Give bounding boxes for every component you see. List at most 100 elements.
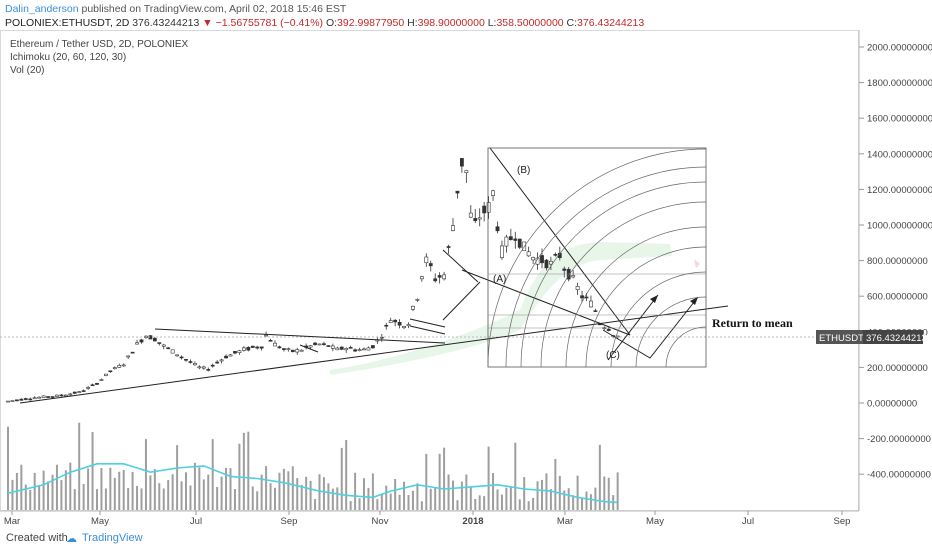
fan-upper-line[interactable] — [489, 147, 631, 336]
volume-bar — [532, 497, 535, 510]
volume-bar — [131, 471, 134, 510]
author-link[interactable]: Dalin_anderson — [5, 3, 79, 15]
volume-bar — [376, 499, 379, 510]
candle-body — [468, 212, 473, 218]
volume-bar — [509, 486, 512, 510]
candle-body — [179, 356, 184, 359]
volume-bar — [233, 489, 236, 510]
candle-body — [330, 345, 335, 349]
projection-arrowhead-2 — [690, 297, 698, 305]
candle-body — [571, 275, 576, 278]
volume-bar — [349, 500, 352, 510]
candle-body — [224, 355, 228, 359]
candle-body — [166, 347, 171, 350]
candle-body — [393, 319, 398, 323]
candle-body — [482, 205, 487, 214]
candle-body — [170, 349, 175, 354]
volume-bar — [198, 467, 201, 510]
candle-body — [544, 259, 549, 269]
chart-header: Dalin_anderson published on TradingView.… — [0, 0, 932, 30]
volume-bar — [309, 480, 312, 510]
candle-body — [264, 334, 269, 337]
high-value: 398.90000000 — [417, 17, 485, 29]
volume-bar — [193, 462, 196, 510]
candle-body — [459, 158, 464, 167]
volume-bar — [545, 473, 548, 510]
time-axis[interactable]: Mar May Jul Sep Nov 2018 Mar May Jul Sep — [4, 511, 851, 527]
candle-body — [442, 274, 447, 280]
projection-path[interactable] — [602, 296, 699, 359]
volume-bar — [185, 472, 187, 510]
triangle-upper-line[interactable] — [154, 328, 446, 344]
pennant-line-1[interactable] — [299, 344, 319, 353]
candle-body — [500, 245, 504, 259]
tradingview-brand[interactable]: TradingView — [82, 532, 143, 544]
fib-box[interactable] — [487, 147, 707, 368]
y-tick-label: 800.00000000 — [867, 256, 928, 267]
candle-body — [433, 278, 438, 282]
flag-top-line[interactable] — [442, 249, 479, 283]
volume-bar — [616, 472, 619, 510]
volume-bar — [7, 426, 9, 510]
candle-body — [366, 347, 371, 351]
projection-arrow-1[interactable] — [607, 294, 659, 361]
candle-body — [553, 254, 558, 256]
price-chart[interactable]: Ethereum / Tether USD, 2D, POLONIEX Ichi… — [0, 30, 932, 528]
candle-body — [130, 351, 135, 354]
candle-body — [589, 300, 593, 308]
candle-body — [424, 256, 429, 264]
tradingview-logo-icon[interactable]: ☁ — [66, 533, 77, 545]
candle-body — [526, 251, 531, 257]
y-tick-label: 600.00000000 — [867, 292, 928, 303]
volume-bar — [474, 498, 477, 510]
volume-bar — [300, 485, 303, 510]
volume-bar — [291, 466, 294, 510]
volume-bar — [385, 485, 388, 510]
candle-body — [95, 383, 99, 385]
volume-bar — [73, 489, 76, 510]
volume-bar — [180, 481, 183, 510]
candle-body — [473, 218, 478, 222]
volume-bar — [403, 481, 406, 510]
volume-bar — [55, 464, 58, 510]
flag-line-1[interactable] — [409, 318, 446, 328]
legend-volume[interactable]: Vol (20) — [10, 65, 44, 76]
candle-body — [357, 349, 362, 351]
volume-bar — [305, 476, 308, 510]
y-tick-label: 200.00000000 — [867, 363, 928, 374]
candle-body — [277, 346, 282, 349]
volume-bar — [127, 487, 130, 510]
volume-bar — [265, 466, 268, 510]
volume-bar — [492, 473, 495, 510]
flag-pole-line[interactable] — [442, 281, 481, 321]
volume-bar — [581, 497, 584, 510]
return-to-mean-label: Return to mean — [712, 316, 793, 330]
wave-b-label: (B) — [517, 165, 530, 176]
volume-bar — [331, 488, 334, 510]
candle-body — [201, 366, 206, 369]
legend-ichimoku[interactable]: Ichimoku (20, 60, 120, 30) — [10, 52, 126, 63]
volume-bar — [589, 494, 592, 510]
fib-arc — [585, 246, 707, 368]
candle-body — [237, 350, 242, 353]
publisher-line: Dalin_anderson published on TradingView.… — [5, 3, 346, 15]
down-arrow-icon: ▼ — [202, 17, 213, 29]
candle-body — [437, 275, 442, 278]
volume-bar — [42, 470, 45, 510]
volume-bar — [367, 487, 370, 510]
candle-body — [344, 348, 349, 351]
candle-body — [77, 391, 82, 393]
wave-c-label: (C) — [606, 350, 620, 361]
candle-body — [491, 190, 495, 196]
candle-body — [104, 373, 108, 376]
flag-line-2[interactable] — [409, 325, 446, 335]
ohlc-line: POLONIEX:ETHUSDT, 2D 376.43244213 ▼ −1.5… — [5, 17, 644, 29]
long-trend-line[interactable] — [19, 305, 729, 404]
x-tick-label: Nov — [372, 516, 389, 527]
volume-bar — [554, 458, 557, 510]
fan-lower-line[interactable] — [461, 269, 631, 336]
candle-body — [68, 393, 73, 396]
volume-bar — [207, 474, 210, 510]
price-axis[interactable]: 2000.00000000 1800.00000000 1600.00000000 1… — [859, 43, 932, 481]
volume-bar — [242, 432, 245, 510]
